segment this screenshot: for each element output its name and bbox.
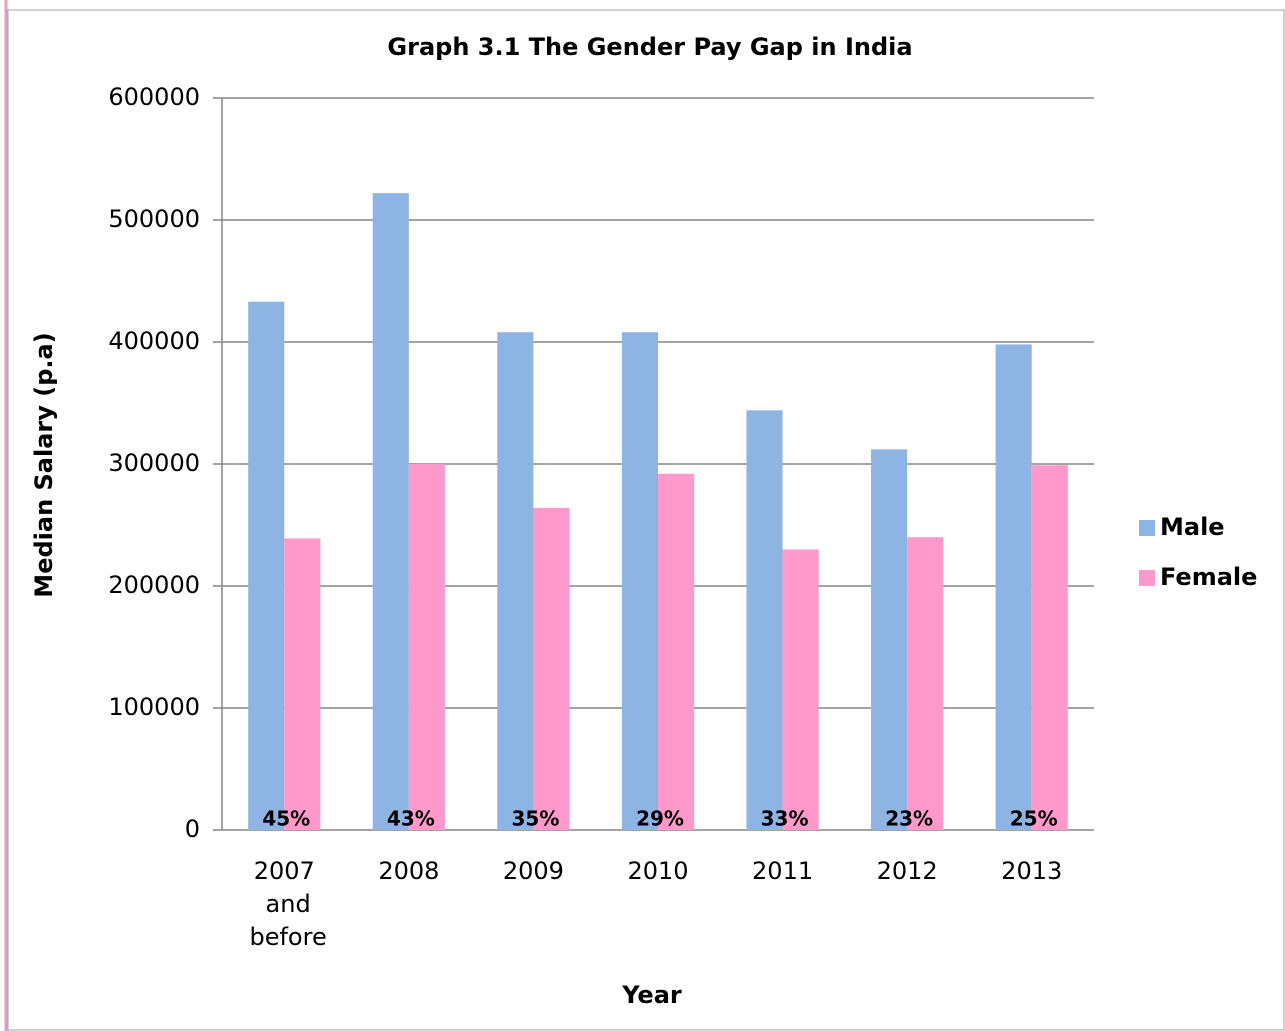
gap-label: 25% <box>1010 807 1058 831</box>
legend-swatch <box>1139 520 1155 536</box>
legend-label: Male <box>1160 513 1225 541</box>
bar <box>746 410 783 830</box>
x-tick-label: 2013 <box>1001 857 1062 885</box>
x-tick-label: 2007 and before <box>242 857 327 951</box>
x-tick-label: 2010 <box>627 857 688 885</box>
y-tick-label: 400000 <box>108 327 200 355</box>
y-tick-label: 0 <box>185 815 200 843</box>
y-axis-label: Median Salary (p.a) <box>30 332 58 597</box>
bar <box>1031 465 1068 830</box>
x-tick-label: 2008 <box>378 857 439 885</box>
gap-label: 23% <box>885 807 933 831</box>
y-tick-label: 300000 <box>108 449 200 477</box>
gap-label: 33% <box>761 807 809 831</box>
y-tick-label: 200000 <box>108 571 200 599</box>
bar <box>658 473 695 830</box>
bar <box>782 549 819 830</box>
bar <box>497 332 534 830</box>
x-tick-label: 2011 <box>752 857 813 885</box>
x-axis-label: Year <box>621 981 682 1009</box>
gap-label: 45% <box>262 807 310 831</box>
gap-label: 35% <box>511 807 559 831</box>
bar <box>621 332 658 830</box>
y-tick-label: 500000 <box>108 205 200 233</box>
x-tick-label: 2009 <box>503 857 564 885</box>
y-tick-label: 600000 <box>108 83 200 111</box>
y-tick-label: 100000 <box>108 693 200 721</box>
bar <box>248 301 285 830</box>
bar <box>284 538 321 830</box>
bar <box>372 193 409 830</box>
bar <box>907 537 944 830</box>
legend-label: Female <box>1160 563 1257 591</box>
chart-title: Graph 3.1 The Gender Pay Gap in India <box>387 33 912 61</box>
x-tick-label: 2012 <box>877 857 938 885</box>
legend-swatch <box>1139 570 1155 586</box>
gap-label: 43% <box>387 807 435 831</box>
gap-label: 29% <box>636 807 684 831</box>
bar <box>995 344 1032 830</box>
bar <box>533 507 570 830</box>
bar <box>871 449 908 830</box>
bar <box>408 464 445 830</box>
